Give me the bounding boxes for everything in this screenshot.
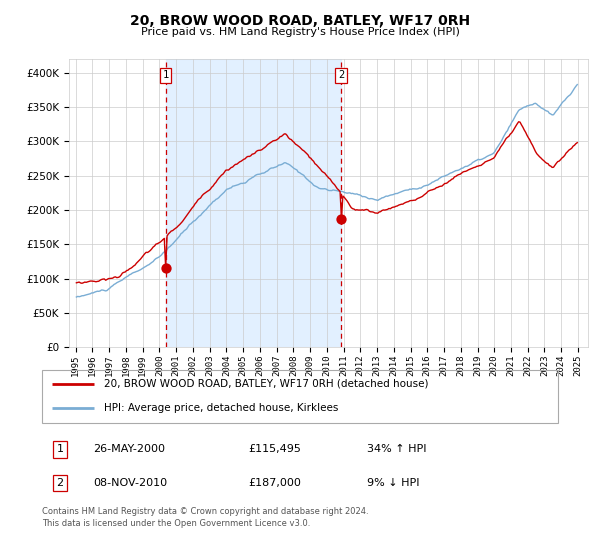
Text: Price paid vs. HM Land Registry's House Price Index (HPI): Price paid vs. HM Land Registry's House … [140, 27, 460, 37]
Text: 20, BROW WOOD ROAD, BATLEY, WF17 0RH (detached house): 20, BROW WOOD ROAD, BATLEY, WF17 0RH (de… [104, 379, 428, 389]
Text: 08-NOV-2010: 08-NOV-2010 [94, 478, 168, 488]
Text: £115,495: £115,495 [248, 445, 301, 455]
Text: Contains HM Land Registry data © Crown copyright and database right 2024.
This d: Contains HM Land Registry data © Crown c… [42, 507, 368, 528]
Bar [166, 59, 341, 347]
Text: 2: 2 [338, 71, 344, 80]
Text: 1: 1 [163, 71, 169, 80]
Point [336, 214, 346, 223]
Text: 34% ↑ HPI: 34% ↑ HPI [367, 445, 427, 455]
Text: £187,000: £187,000 [248, 478, 301, 488]
Point [161, 263, 170, 272]
Text: HPI: Average price, detached house, Kirklees: HPI: Average price, detached house, Kirk… [104, 403, 338, 413]
Text: 26-MAY-2000: 26-MAY-2000 [94, 445, 166, 455]
Text: 20, BROW WOOD ROAD, BATLEY, WF17 0RH: 20, BROW WOOD ROAD, BATLEY, WF17 0RH [130, 14, 470, 28]
Text: 2: 2 [56, 478, 64, 488]
Text: 9% ↓ HPI: 9% ↓ HPI [367, 478, 419, 488]
Text: 1: 1 [56, 445, 64, 455]
